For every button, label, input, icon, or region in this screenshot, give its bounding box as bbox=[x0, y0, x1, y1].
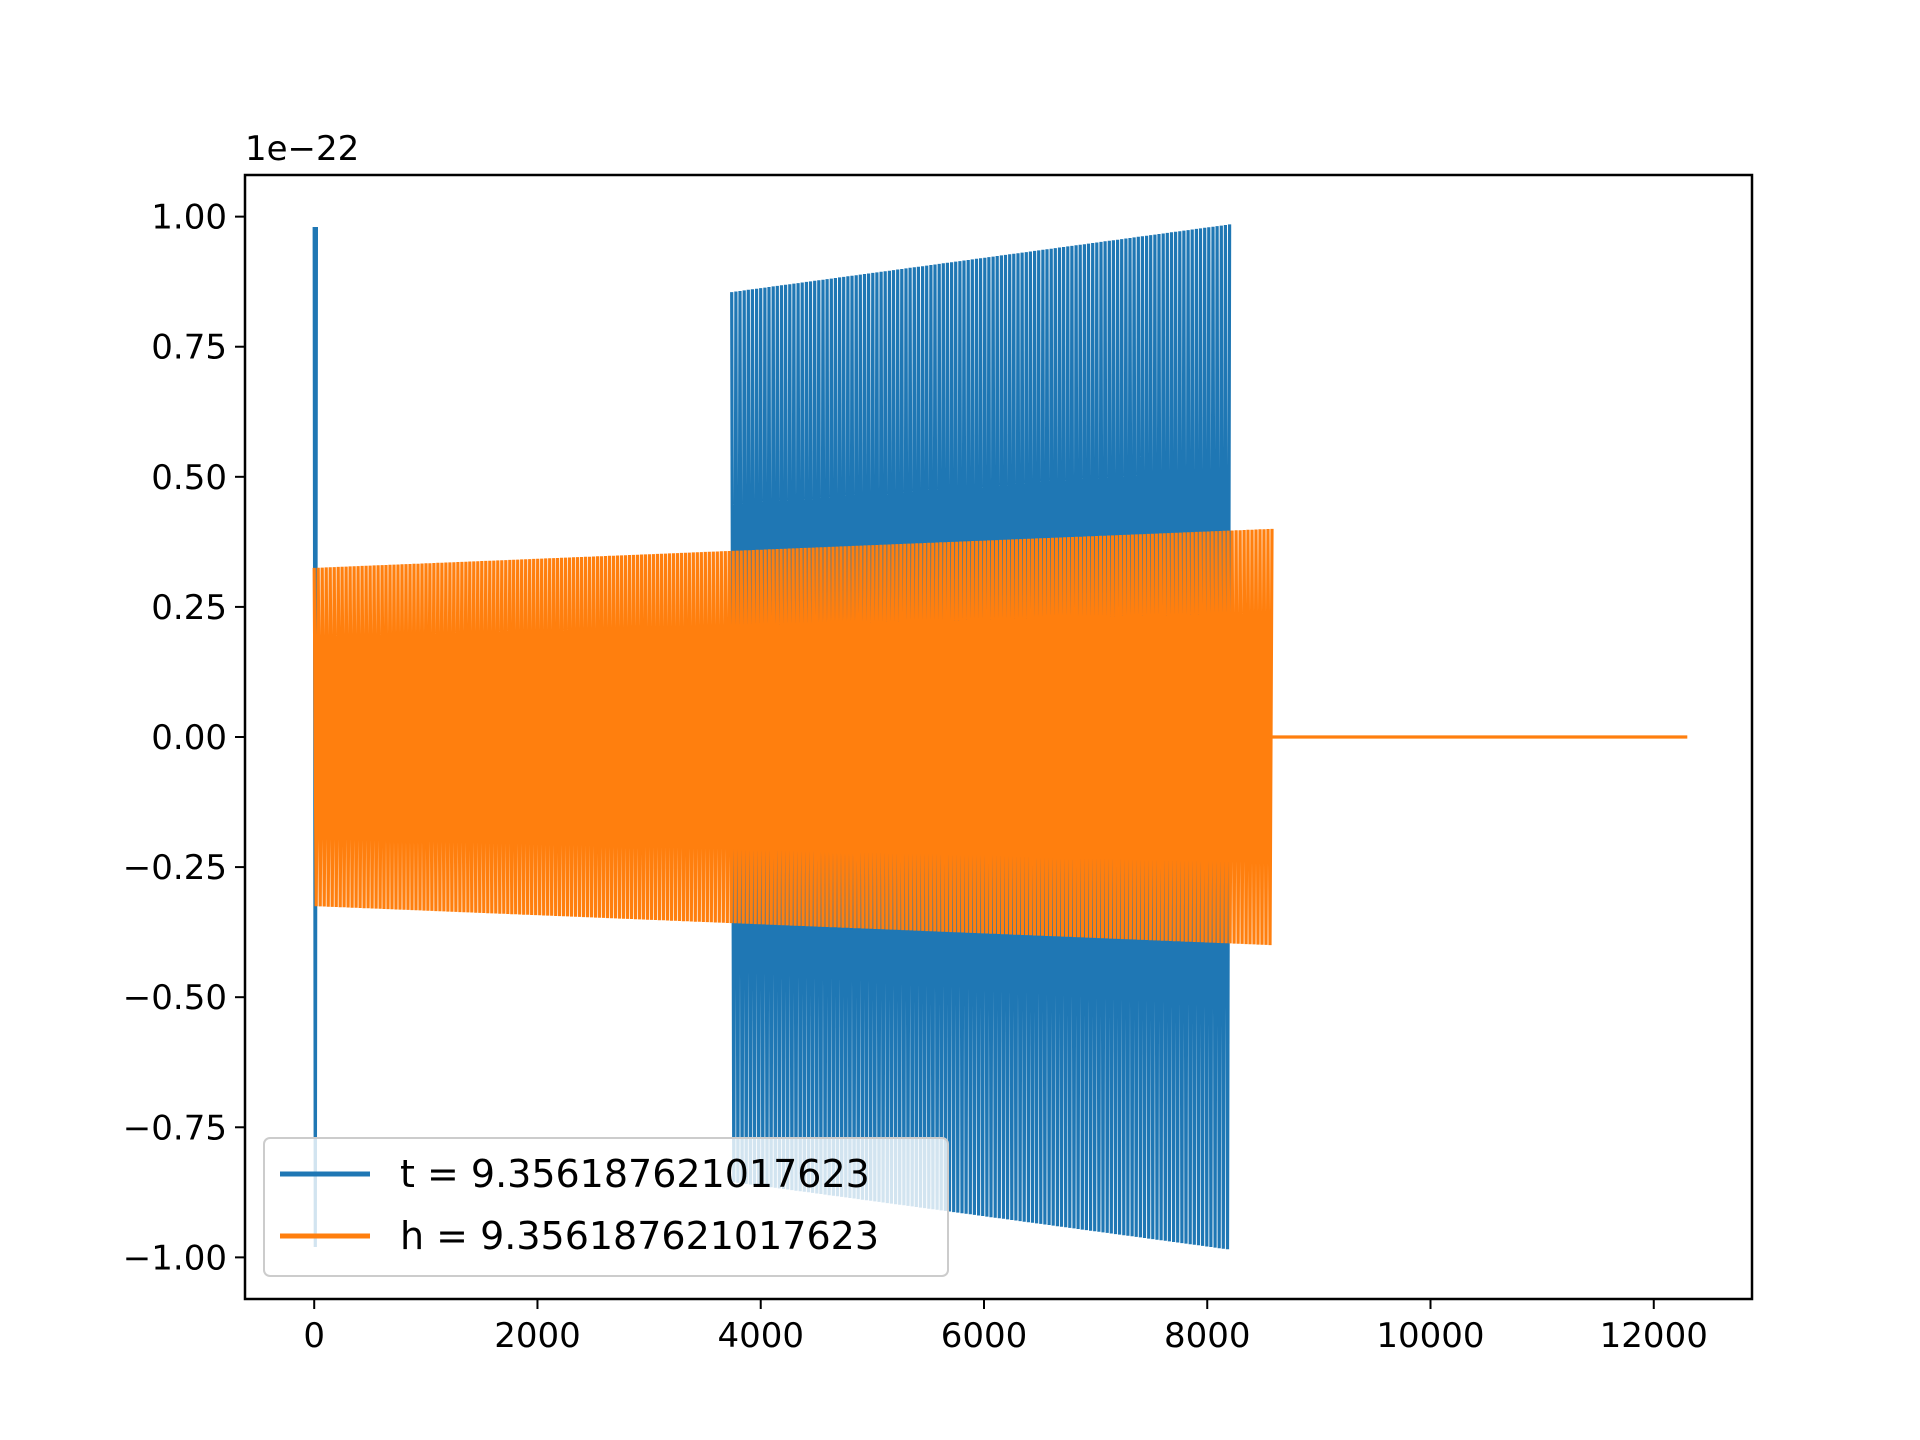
y-tick-label: −0.75 bbox=[123, 1108, 227, 1148]
legend-box bbox=[263, 1137, 949, 1277]
y-axis: 1.00 0.75 0.50 0.25 0.00 −0.25 −0.50 −0.75 −1.00 bbox=[123, 198, 245, 1278]
x-tick-label: 8000 bbox=[1164, 1316, 1251, 1356]
series-line-1-segment-0 bbox=[312, 528, 1274, 946]
y-tick-label: 0.75 bbox=[151, 328, 227, 368]
y-tick-label: −0.25 bbox=[123, 848, 227, 888]
y-tick-label: −0.50 bbox=[123, 978, 227, 1018]
x-tick-label: 6000 bbox=[941, 1316, 1028, 1356]
y-tick-label: 0.00 bbox=[151, 718, 227, 758]
y-tick-label: 0.25 bbox=[151, 588, 227, 628]
x-tick-label: 0 bbox=[303, 1316, 325, 1356]
x-tick-label: 2000 bbox=[494, 1316, 581, 1356]
y-tick-label: 0.50 bbox=[151, 458, 227, 498]
legend-label-h: h = 9.356187621017623 bbox=[400, 1214, 879, 1258]
x-axis: 0 2000 4000 6000 8000 10000 12000 bbox=[303, 1299, 1708, 1356]
x-tick-label: 12000 bbox=[1600, 1316, 1708, 1356]
legend: t = 9.356187621017623 h = 9.356187621017… bbox=[263, 1137, 949, 1277]
x-tick-label: 10000 bbox=[1376, 1316, 1484, 1356]
x-tick-label: 4000 bbox=[717, 1316, 804, 1356]
y-offset-label: 1e−22 bbox=[245, 129, 359, 169]
y-tick-label: 1.00 bbox=[151, 198, 227, 238]
series-layer bbox=[312, 224, 1688, 1250]
y-tick-label: −1.00 bbox=[123, 1238, 227, 1278]
series-line-0-segment-1 bbox=[730, 224, 1232, 1250]
legend-label-t: t = 9.356187621017623 bbox=[400, 1152, 870, 1196]
